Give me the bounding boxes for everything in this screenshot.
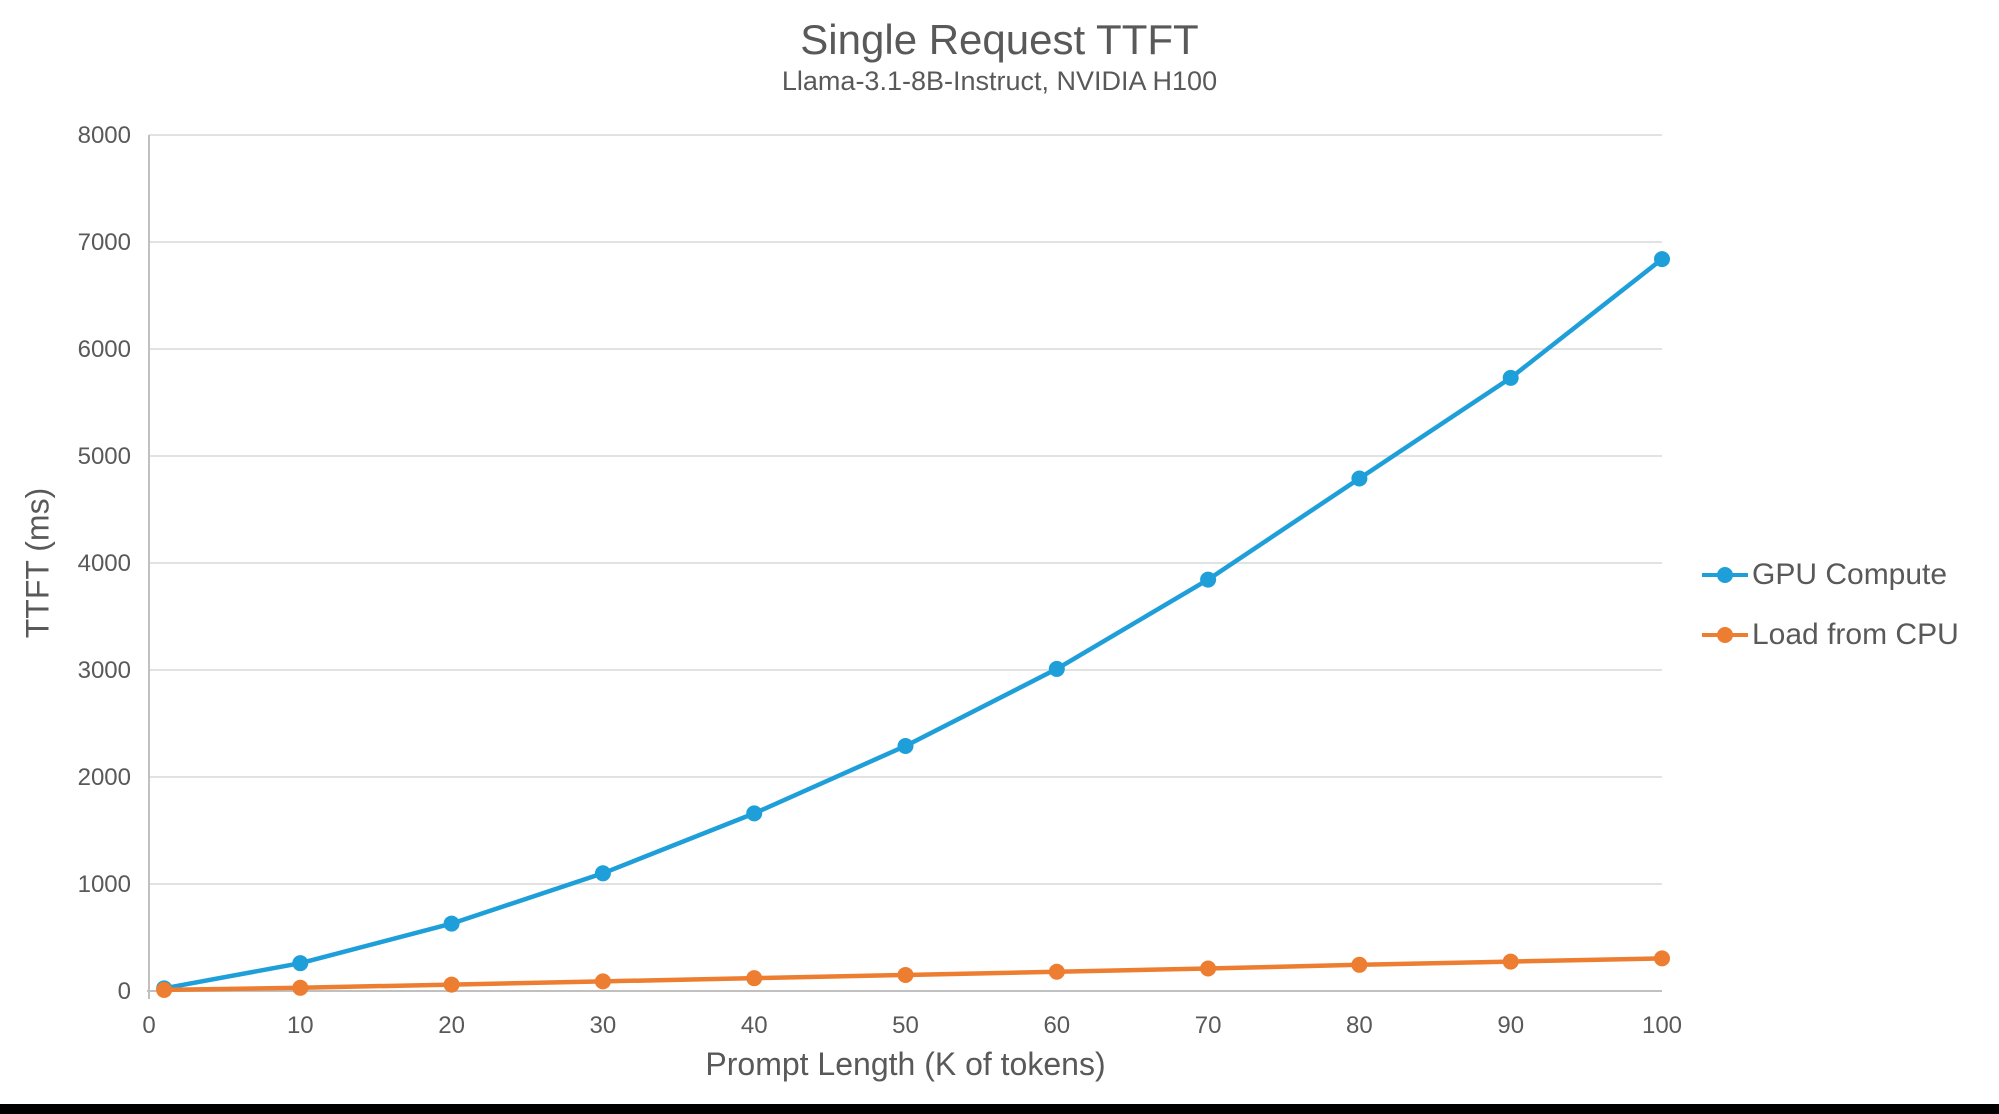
data-point-load-from-cpu <box>1351 956 1368 973</box>
legend-marker-load-from-cpu-icon <box>1702 627 1748 643</box>
y-tick-labels: 0 1000 2000 3000 4000 5000 6000 7000 8000 <box>78 122 131 1005</box>
data-point-load-from-cpu <box>443 976 460 993</box>
legend-marker-gpu-compute-icon <box>1702 567 1748 583</box>
legend-item-load-from-cpu: Load from CPU <box>1702 618 1959 652</box>
data-point-gpu-compute <box>594 865 611 882</box>
svg-text:60: 60 <box>1043 1012 1070 1039</box>
svg-text:5000: 5000 <box>78 443 131 470</box>
data-point-gpu-compute <box>746 805 763 822</box>
data-point-gpu-compute <box>897 737 914 754</box>
chart-title: Single Request TTFT <box>800 16 1199 63</box>
legend-item-gpu-compute: GPU Compute <box>1702 558 1959 592</box>
gridlines <box>149 134 1662 885</box>
data-point-load-from-cpu <box>156 981 173 998</box>
svg-text:0: 0 <box>118 978 131 1005</box>
axis-lines <box>147 135 1662 999</box>
data-point-gpu-compute <box>1200 571 1217 588</box>
svg-text:8000: 8000 <box>78 122 131 149</box>
data-point-load-from-cpu <box>1200 960 1217 977</box>
legend-label-load-from-cpu: Load from CPU <box>1752 618 1959 651</box>
svg-text:4000: 4000 <box>78 550 131 577</box>
x-axis-title: Prompt Length (K of tokens) <box>705 1046 1106 1082</box>
svg-text:0: 0 <box>142 1012 155 1039</box>
svg-text:7000: 7000 <box>78 229 131 256</box>
svg-text:100: 100 <box>1642 1012 1682 1039</box>
svg-text:3000: 3000 <box>78 657 131 684</box>
data-point-load-from-cpu <box>1654 950 1670 967</box>
data-point-gpu-compute <box>1048 660 1065 677</box>
data-point-load-from-cpu <box>1048 963 1065 980</box>
data-point-load-from-cpu <box>746 970 763 987</box>
svg-text:70: 70 <box>1195 1012 1222 1039</box>
data-point-gpu-compute <box>443 915 460 932</box>
svg-text:50: 50 <box>892 1012 919 1039</box>
svg-text:20: 20 <box>438 1012 465 1039</box>
bottom-bar <box>0 1104 1999 1114</box>
data-point-gpu-compute <box>292 955 309 972</box>
data-point-load-from-cpu <box>594 973 611 990</box>
x-tick-labels: 0 10 20 30 40 50 60 70 80 90 100 <box>142 1012 1682 1039</box>
data-point-gpu-compute <box>1502 369 1519 386</box>
data-point-gpu-compute <box>1351 470 1368 487</box>
data-point-load-from-cpu <box>1502 953 1519 970</box>
svg-text:90: 90 <box>1497 1012 1524 1039</box>
data-point-load-from-cpu <box>292 979 309 996</box>
series-load-from-cpu <box>156 950 1670 998</box>
svg-text:30: 30 <box>590 1012 617 1039</box>
legend-label-gpu-compute: GPU Compute <box>1752 558 1948 591</box>
svg-text:6000: 6000 <box>78 336 131 363</box>
data-point-gpu-compute <box>1654 251 1670 268</box>
svg-text:40: 40 <box>741 1012 768 1039</box>
chart-subtitle: Llama-3.1-8B-Instruct, NVIDIA H100 <box>781 66 1218 96</box>
legend: GPU Compute Load from CPU <box>1702 558 1959 652</box>
svg-text:1000: 1000 <box>78 871 131 898</box>
data-point-load-from-cpu <box>897 966 914 983</box>
svg-text:2000: 2000 <box>78 764 131 791</box>
svg-text:80: 80 <box>1346 1012 1373 1039</box>
svg-text:10: 10 <box>287 1012 314 1039</box>
